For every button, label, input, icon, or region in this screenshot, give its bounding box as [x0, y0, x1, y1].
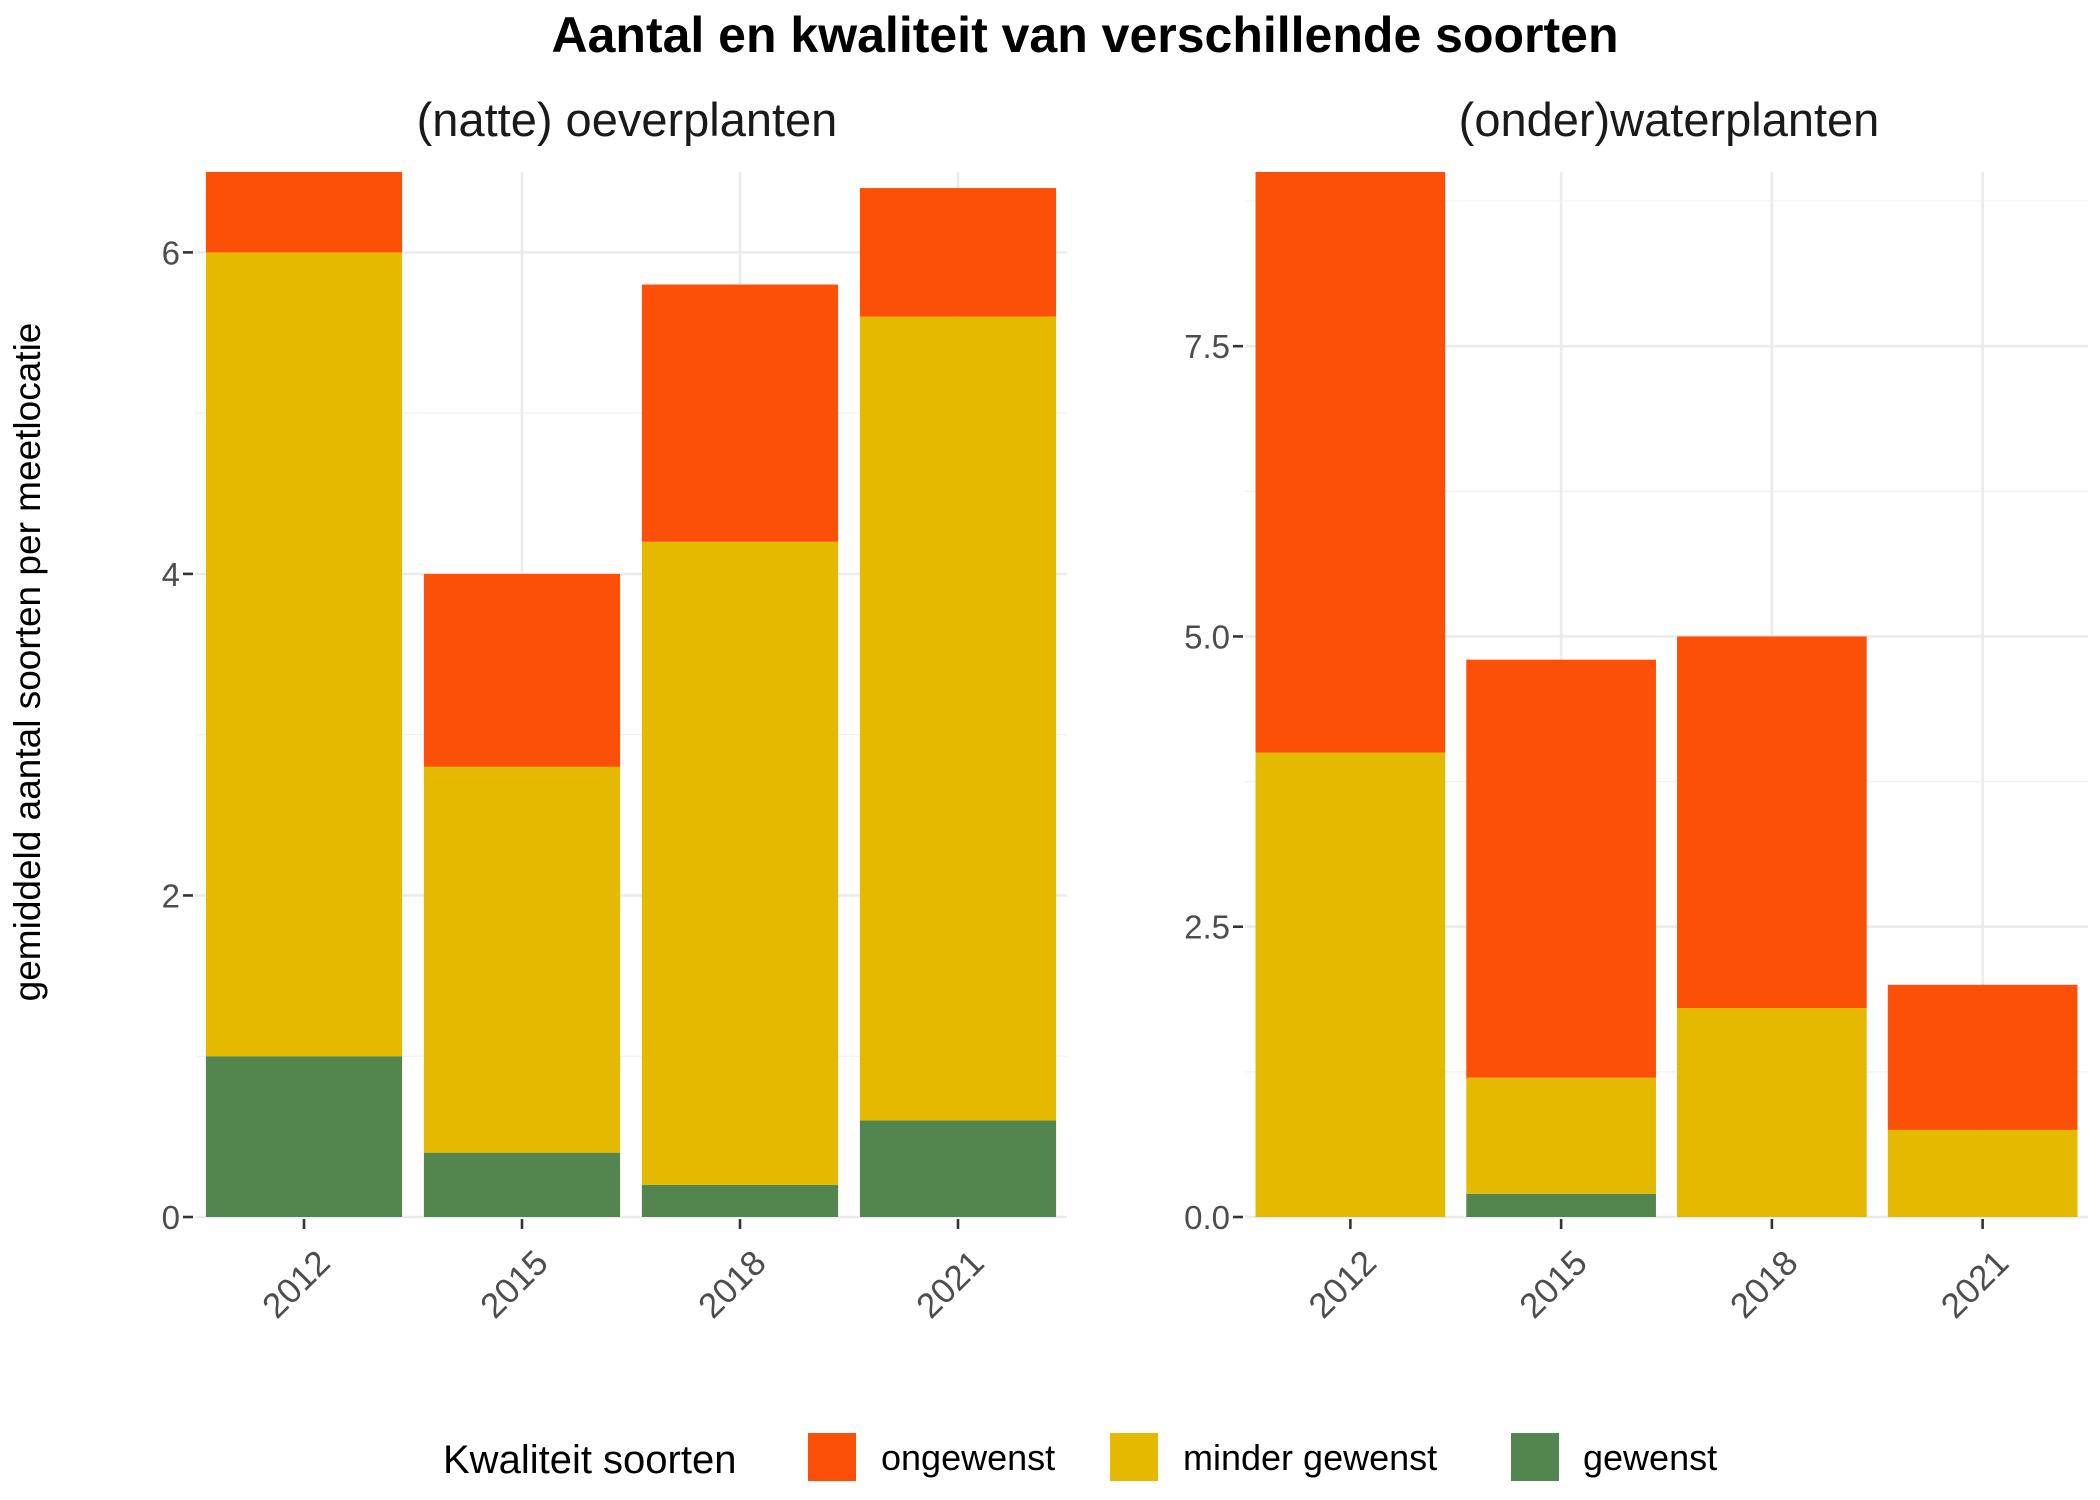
bar-segment-minder-gewenst-2018: [1677, 1008, 1867, 1217]
facet-panels: (natte) oeverplanten 0 2 4 6 2012 2015 2018 2021…: [162, 93, 2088, 1326]
x-tick-label: 2021: [909, 1243, 992, 1326]
facet-panel-2: (onder)waterplanten 0.0 2.5 5.0 7.5 2012 2015 2…: [1184, 93, 2088, 1326]
bar-segment-minder-gewenst-2015: [423, 766, 621, 1153]
bar-segment-gewenst-2015: [1466, 1193, 1656, 1217]
x-tick-label: 2018: [691, 1243, 774, 1326]
legend-label: minder gewenst: [1183, 1437, 1437, 1478]
bar-segment-minder-gewenst-2021: [859, 316, 1057, 1121]
bar-segment-ongewenst-2018: [1677, 636, 1867, 1008]
bar-segment-gewenst-2012: [205, 1056, 403, 1217]
bar-segment-ongewenst-2012: [205, 172, 403, 253]
legend-key-gewenst: [1511, 1433, 1559, 1481]
legend-key-minder-gewenst: [1110, 1433, 1158, 1481]
bar-segment-ongewenst-2015: [423, 573, 621, 767]
x-tick-label: 2015: [1512, 1243, 1595, 1326]
bar-segment-ongewenst-2012: [1255, 172, 1446, 753]
y-tick-label: 5.0: [1184, 618, 1230, 655]
bar-segment-gewenst-2018: [641, 1184, 839, 1217]
y-axis-label: gemiddeld aantal soorten per meetlocatie: [7, 323, 48, 1002]
legend-label: gewenst: [1583, 1437, 1717, 1478]
y-tick-label: 4: [162, 556, 180, 593]
bar-segment-minder-gewenst-2015: [1466, 1077, 1656, 1194]
legend: Kwaliteit soorten ongewenst minder gewens…: [443, 1433, 1717, 1482]
bar-segment-ongewenst-2018: [641, 284, 839, 542]
x-tick-label: 2015: [473, 1243, 556, 1326]
bar-segment-minder-gewenst-2012: [205, 252, 403, 1057]
facet-title: (onder)waterplanten: [1459, 93, 1880, 146]
bar-segment-ongewenst-2021: [859, 188, 1057, 317]
bar-segment-ongewenst-2021: [1887, 984, 2078, 1130]
x-tick-label: 2021: [1934, 1243, 2017, 1326]
legend-title: Kwaliteit soorten: [443, 1438, 736, 1482]
facet-panel-1: (natte) oeverplanten 0 2 4 6 2012 2015 2018 2021: [162, 93, 1067, 1326]
legend-key-ongewenst: [808, 1433, 856, 1481]
legend-label: ongewenst: [881, 1437, 1055, 1478]
x-tick-label: 2018: [1723, 1243, 1806, 1326]
bar-segment-minder-gewenst-2021: [1887, 1129, 2078, 1217]
y-tick-label: 6: [162, 234, 180, 271]
y-tick-label: 7.5: [1184, 328, 1230, 365]
chart-title: Aantal en kwaliteit van verschillende so…: [551, 7, 1618, 63]
y-tick-label: 0.0: [1184, 1199, 1230, 1236]
x-tick-label: 2012: [255, 1243, 338, 1326]
bar-segment-gewenst-2015: [423, 1152, 621, 1217]
bar-segment-ongewenst-2015: [1466, 659, 1656, 1078]
bar-segment-gewenst-2021: [859, 1120, 1057, 1217]
y-tick-label: 2.5: [1184, 909, 1230, 946]
facet-title: (natte) oeverplanten: [417, 93, 838, 146]
x-tick-label: 2012: [1301, 1243, 1384, 1326]
bar-segment-minder-gewenst-2018: [641, 541, 839, 1185]
bar-segment-minder-gewenst-2012: [1255, 752, 1446, 1217]
y-tick-label: 0: [162, 1199, 180, 1236]
y-tick-label: 2: [162, 877, 180, 914]
